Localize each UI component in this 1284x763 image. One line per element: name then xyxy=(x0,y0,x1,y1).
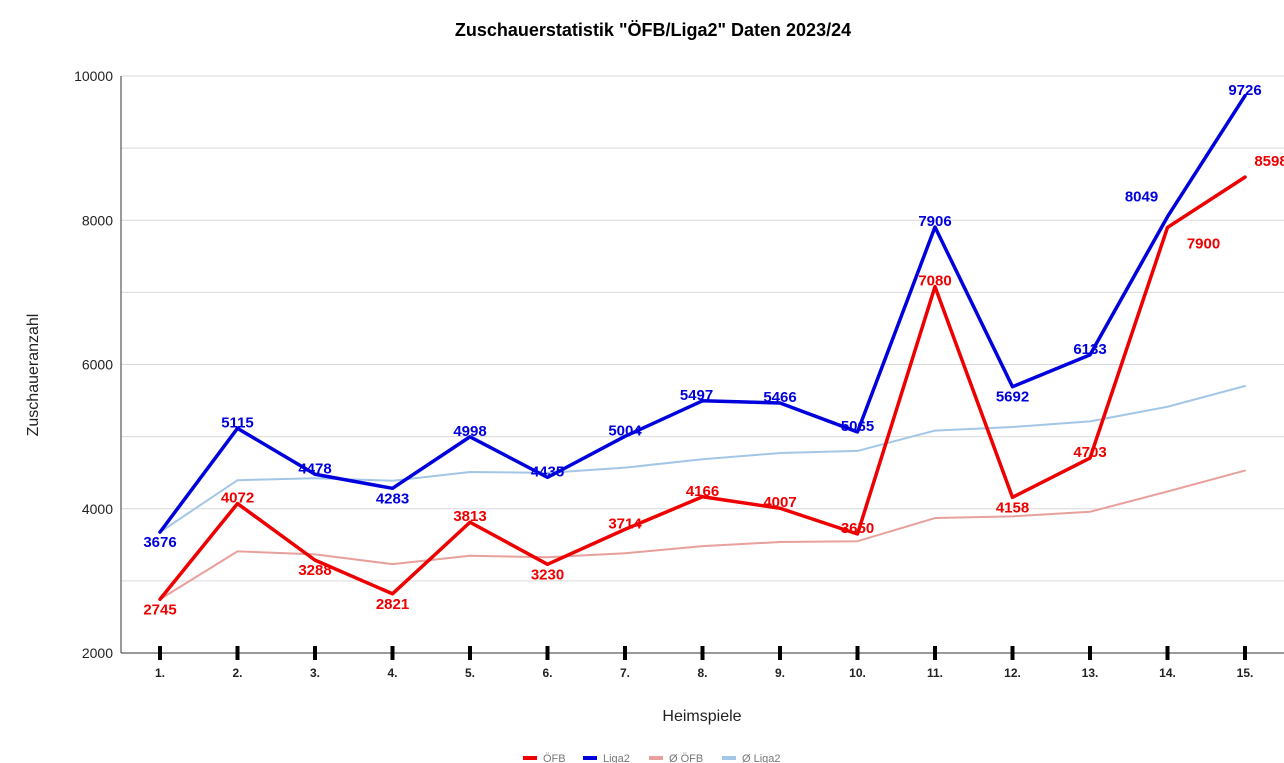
data-label: 3230 xyxy=(531,566,564,583)
x-tick-mark xyxy=(1243,646,1247,660)
series-line-2 xyxy=(159,469,1246,601)
data-label: 3650 xyxy=(841,520,874,537)
data-label: 4166 xyxy=(686,483,719,500)
x-tick-label: 4. xyxy=(387,666,397,680)
x-tick-label: 12. xyxy=(1004,666,1021,680)
x-tick-label: 1. xyxy=(155,666,165,680)
x-tick-mark xyxy=(623,646,627,660)
data-label: 4703 xyxy=(1073,444,1106,461)
data-label: 3813 xyxy=(453,508,486,525)
data-label: 5497 xyxy=(680,387,713,404)
series-lines xyxy=(158,94,1247,602)
series-line-0 xyxy=(158,175,1247,602)
x-tick-mark xyxy=(468,646,472,660)
y-tick-label: 8000 xyxy=(82,212,113,228)
x-tick-mark xyxy=(545,646,550,660)
legend-label: Ø ÖFB xyxy=(669,753,703,763)
y-axis-label: Zuschaueranzahl xyxy=(25,314,42,437)
data-label: 4072 xyxy=(221,490,254,507)
legend: ÖFB Liga2 Ø ÖFB Ø Liga2 xyxy=(523,753,781,763)
x-tick-mark xyxy=(313,646,317,660)
data-label: 7080 xyxy=(918,273,951,290)
data-label: 9726 xyxy=(1228,82,1261,99)
data-label: 6133 xyxy=(1073,341,1106,358)
data-label: 4158 xyxy=(996,499,1029,516)
x-tick-label: 8. xyxy=(697,666,707,680)
x-tick-label: 13. xyxy=(1082,666,1099,680)
legend-label: Liga2 xyxy=(603,753,630,763)
x-tick-mark xyxy=(158,646,162,660)
x-tick-mark xyxy=(855,646,860,660)
legend-label: Ø Liga2 xyxy=(742,753,781,763)
x-tick-mark xyxy=(700,646,705,660)
x-tick-mark xyxy=(1010,646,1015,660)
x-tick-label: 6. xyxy=(542,666,552,680)
data-label: 5466 xyxy=(763,389,796,406)
data-labels: 2745 4072 3288 2821 3813 3230 3714 4166 4007 3650… xyxy=(143,82,1284,619)
y-tick-label: 10000 xyxy=(74,68,113,84)
data-label: 5115 xyxy=(221,414,254,431)
x-tick-label: 14. xyxy=(1159,666,1176,680)
x-tick-mark xyxy=(1088,646,1092,660)
x-tick-label: 2. xyxy=(232,666,242,680)
x-tick-label: 3. xyxy=(310,666,320,680)
data-label: 3714 xyxy=(608,515,642,532)
data-label: 3676 xyxy=(143,534,176,551)
data-label: 2745 xyxy=(143,601,176,618)
chart-title: Zuschauerstatistik "ÖFB/Liga2" Daten 202… xyxy=(455,20,851,40)
x-tick-mark xyxy=(235,646,240,660)
series-line-1 xyxy=(158,94,1247,534)
x-tick-mark xyxy=(1165,646,1170,660)
legend-label: ÖFB xyxy=(543,753,566,763)
data-label: 4007 xyxy=(763,494,796,511)
x-tick-label: 7. xyxy=(620,666,630,680)
y-tick-label: 6000 xyxy=(82,357,113,373)
y-tick-label: 4000 xyxy=(82,501,113,517)
data-label: 4998 xyxy=(453,423,486,440)
data-label: 4283 xyxy=(376,490,409,507)
grid-lines xyxy=(121,75,1284,582)
x-axis-ticks: 1. 2. 3. 4. 5. 6. 7. 8. 9. 10. 11. 12. 13. 14. 15. xyxy=(155,646,1253,680)
data-label: 8598 xyxy=(1254,153,1284,170)
data-label: 7906 xyxy=(918,213,951,230)
x-tick-mark xyxy=(778,646,782,660)
y-axis-ticks: 2000 4000 6000 8000 10000 xyxy=(74,68,113,661)
x-tick-label: 15. xyxy=(1237,666,1254,680)
data-label: 4478 xyxy=(298,460,331,477)
x-tick-mark xyxy=(933,646,937,660)
y-tick-label: 2000 xyxy=(82,645,113,661)
x-tick-label: 10. xyxy=(849,666,866,680)
x-tick-mark xyxy=(390,646,395,660)
data-label: 5692 xyxy=(996,389,1029,406)
x-tick-label: 11. xyxy=(927,666,943,680)
x-axis-label: Heimspiele xyxy=(662,708,741,725)
x-tick-label: 9. xyxy=(775,666,785,680)
data-label: 5065 xyxy=(841,418,874,435)
data-label: 3288 xyxy=(298,562,331,579)
data-label: 5004 xyxy=(608,422,642,439)
data-label: 8049 xyxy=(1125,189,1158,206)
x-tick-label: 5. xyxy=(465,666,475,680)
data-label: 4435 xyxy=(531,463,564,480)
data-label: 7900 xyxy=(1187,235,1220,252)
data-label: 2821 xyxy=(376,596,409,613)
